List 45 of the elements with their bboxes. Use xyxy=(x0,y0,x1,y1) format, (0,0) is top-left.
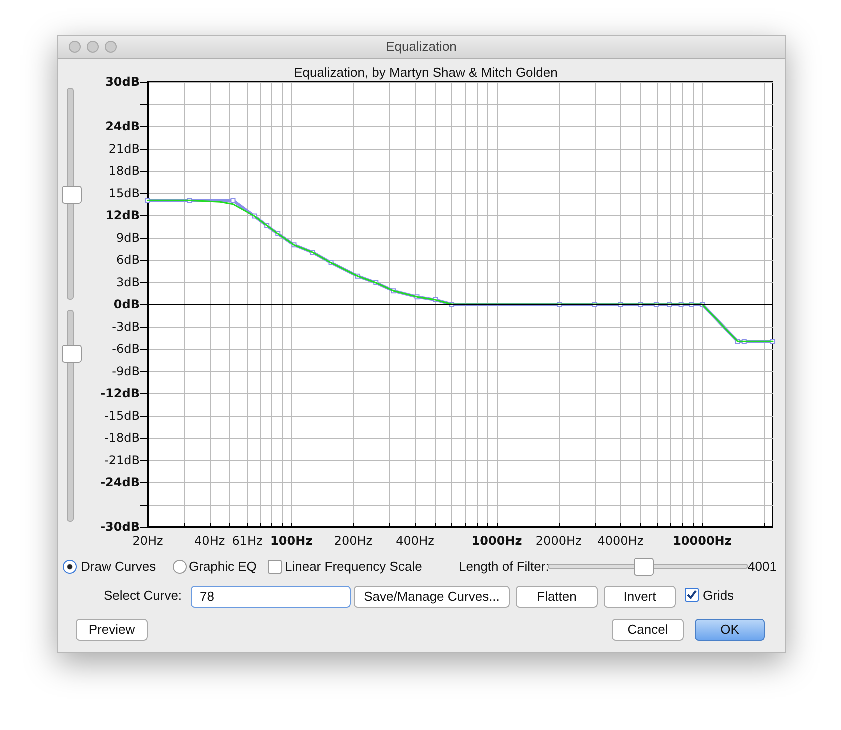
y-tick-label: 24dB xyxy=(106,120,140,134)
x-tick-label: 400Hz xyxy=(396,534,434,548)
y-tick-label: -24dB xyxy=(100,476,140,490)
text: Cancel xyxy=(628,622,668,637)
y-tick-label: 12dB xyxy=(106,208,140,222)
x-tick-label: 100Hz xyxy=(270,534,313,548)
text: Save/Manage Curves... xyxy=(364,589,500,604)
text: Graphic EQ xyxy=(189,559,257,574)
x-tick-label: 1000Hz xyxy=(472,534,522,548)
y-tick-label: 0dB xyxy=(114,298,140,312)
text: Select Curve: xyxy=(104,588,182,603)
y-tick-label: 21dB xyxy=(108,142,140,156)
text: Linear Frequency Scale xyxy=(285,559,422,574)
y-tick-label: -15dB xyxy=(104,408,140,423)
x-tick-label: 2000Hz xyxy=(536,534,582,548)
y-tick-label: 18dB xyxy=(108,164,140,178)
x-tick-label: 200Hz xyxy=(334,534,373,548)
text: OK xyxy=(720,622,740,637)
y-tick-label: -30dB xyxy=(100,520,140,534)
x-tick-label: 61Hz xyxy=(232,534,263,548)
y-tick-label: -12dB xyxy=(100,386,140,400)
x-tick-label: 10000Hz xyxy=(673,534,732,548)
text: Length of Filter: xyxy=(459,559,550,574)
x-tick-label: 40Hz xyxy=(194,534,226,548)
y-tick-label: 30dB xyxy=(106,75,140,89)
y-tick-label: -3dB xyxy=(112,320,140,334)
chart-subtitle: Equalization, by Martyn Shaw & Mitch Golden xyxy=(294,65,558,80)
text: Draw Curves xyxy=(81,559,156,574)
x-tick-label: 20Hz xyxy=(132,534,164,548)
chart-title: Equalization xyxy=(386,39,457,54)
y-tick-label: -21dB xyxy=(104,453,140,468)
y-tick-label: 3dB xyxy=(116,275,140,290)
text: Invert xyxy=(624,589,656,604)
x-tick-label: 4000Hz xyxy=(598,534,644,548)
text: Preview xyxy=(88,622,136,637)
text: 4001 xyxy=(748,559,777,574)
y-tick-label: 9dB xyxy=(116,230,140,245)
y-tick-label: 15dB xyxy=(108,186,140,200)
y-tick-label: 6dB xyxy=(116,253,140,267)
text: 78 xyxy=(200,589,214,604)
text: Flatten xyxy=(537,589,577,604)
y-tick-label: -18dB xyxy=(104,431,140,445)
y-tick-label: -9dB xyxy=(112,364,140,378)
y-tick-label: -6dB xyxy=(112,342,140,356)
text: Grids xyxy=(703,588,734,603)
